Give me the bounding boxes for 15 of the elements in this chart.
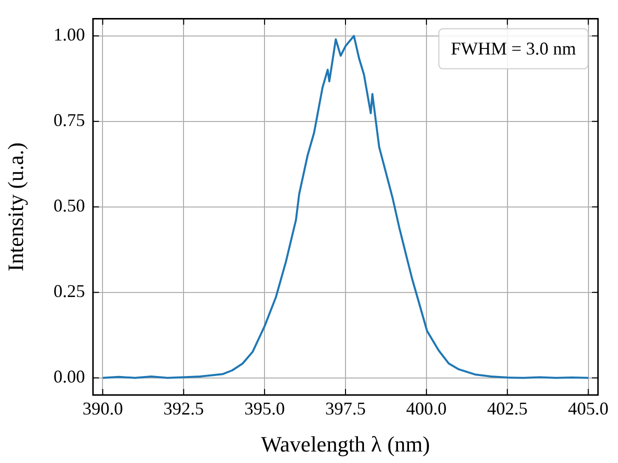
y-tick-label: 0.00	[54, 366, 85, 387]
annotation: FWHM = 3.0 nm	[450, 38, 576, 59]
y-axis-title: Intensity (u.a.)	[2, 142, 28, 272]
x-tick-label: 400.0	[406, 398, 447, 419]
x-axis-title: Wavelength λ (nm)	[261, 432, 430, 457]
x-tick-label: 397.5	[325, 398, 366, 419]
x-tick-label: 402.5	[487, 398, 528, 419]
y-tick-label: 1.00	[54, 24, 85, 45]
x-tick-label: 390.0	[82, 398, 123, 419]
y-tick-label: 0.75	[54, 110, 85, 130]
x-tick-label: 395.0	[244, 398, 285, 419]
x-tick-label: 405.0	[568, 398, 609, 419]
x-tick-label: 392.5	[163, 398, 204, 419]
y-tick-label: 0.50	[54, 196, 85, 216]
y-tick-label: 0.25	[54, 281, 85, 302]
